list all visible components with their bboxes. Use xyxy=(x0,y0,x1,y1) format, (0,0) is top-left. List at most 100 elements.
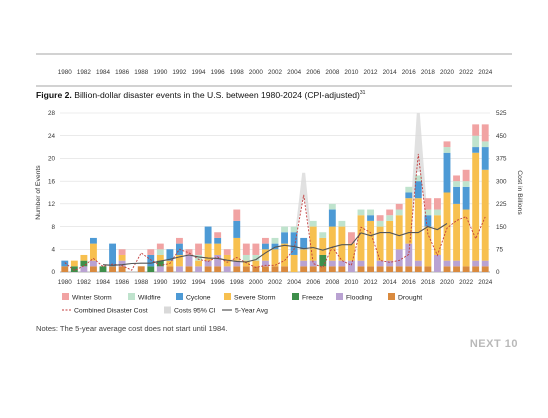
bar-segment xyxy=(376,220,384,227)
bar-segment xyxy=(156,249,164,255)
bar-segment xyxy=(242,243,250,255)
bar-segment xyxy=(109,243,116,267)
bar-segment xyxy=(434,215,441,255)
legend-label-drought: Drought xyxy=(398,295,422,302)
bar-segment xyxy=(99,266,107,272)
bar-segment xyxy=(195,254,202,261)
bar-segment xyxy=(195,243,202,255)
bar-segment xyxy=(443,266,451,272)
bar-segment xyxy=(453,175,460,182)
y-tick-label: 8 xyxy=(51,224,55,231)
bar-segment xyxy=(395,203,403,210)
bottom-year-label: 2012 xyxy=(364,279,379,286)
bar-segment xyxy=(357,215,365,261)
bar-segment xyxy=(290,232,298,255)
bottom-year-label: 2014 xyxy=(383,279,398,286)
bottom-year-label: 2010 xyxy=(344,279,359,286)
legend-label-ci: Costs 95% CI xyxy=(174,308,216,315)
bar-segment xyxy=(147,266,155,272)
bar-segment xyxy=(185,249,193,255)
bar-segment xyxy=(156,243,164,250)
bottom-year-label: 1986 xyxy=(115,279,130,286)
bar-segment xyxy=(61,260,69,267)
bar-segment xyxy=(328,226,336,261)
bar-segment xyxy=(414,198,422,261)
y-tick-label: 20 xyxy=(48,156,56,163)
bottom-year-label: 1998 xyxy=(230,279,245,286)
bar-segment xyxy=(262,243,269,250)
bar-segment xyxy=(156,254,164,261)
bar-segment xyxy=(405,192,413,199)
bar-segment xyxy=(118,254,126,261)
bar-segment xyxy=(281,226,288,233)
bar-segment xyxy=(233,266,241,272)
bar-segment xyxy=(252,260,260,267)
top-year-label: 2018 xyxy=(421,69,436,76)
bar-segment xyxy=(376,260,384,267)
figure-title: Figure 2. Billion-dollar disaster events… xyxy=(36,90,365,100)
bar-segment xyxy=(462,169,470,182)
bar-segment xyxy=(481,124,489,142)
bar-segment xyxy=(309,226,317,261)
bar-segment xyxy=(462,266,470,272)
brand-logo: NEXT 10 xyxy=(469,338,518,350)
top-year-label: 2006 xyxy=(306,69,321,76)
top-year-label: 1984 xyxy=(96,69,111,76)
bar-segment xyxy=(90,266,97,272)
bottom-year-label: 1980 xyxy=(58,279,73,286)
y-tick-label: 16 xyxy=(48,178,56,185)
bottom-year-label: 1996 xyxy=(211,279,226,286)
bar-segment xyxy=(90,260,97,267)
y-axis-title: Number of Events xyxy=(35,165,42,220)
legend-label-cyclone: Cyclone xyxy=(186,295,211,302)
y2-axis-title: Cost in Billions xyxy=(516,170,523,215)
bar-segment xyxy=(472,266,480,272)
top-year-label: 2010 xyxy=(344,69,359,76)
bar-segment xyxy=(300,249,308,261)
bar-segment xyxy=(357,209,365,216)
bar-segment xyxy=(367,220,374,267)
bar-segment xyxy=(338,260,346,267)
bar-segment xyxy=(156,260,164,267)
bar-segment xyxy=(424,266,432,272)
y2-tick-label: 150 xyxy=(496,224,507,231)
y2-tick-label: 450 xyxy=(496,133,507,140)
bar-segment xyxy=(405,198,413,244)
bar-segment xyxy=(348,232,355,244)
top-year-label: 2002 xyxy=(268,69,283,76)
bar-segment xyxy=(376,266,384,272)
top-year-label: 2016 xyxy=(402,69,417,76)
bar-segment xyxy=(185,266,193,272)
y2-tick-label: 225 xyxy=(496,201,507,208)
bar-segment xyxy=(204,226,212,244)
bar-segment xyxy=(233,260,241,267)
bar-segment xyxy=(290,254,298,272)
bar-segment xyxy=(242,254,250,261)
bar-segment xyxy=(453,203,460,261)
bar-segment xyxy=(481,141,489,148)
bar-segment xyxy=(386,220,394,261)
bar-segment xyxy=(118,260,126,267)
bar-segment xyxy=(271,266,279,272)
bar-segment xyxy=(414,181,422,199)
top-year-label: 2012 xyxy=(364,69,379,76)
bar-segment xyxy=(386,209,394,216)
bar-segment xyxy=(252,266,260,272)
bar-segment xyxy=(434,209,441,216)
bar-segment xyxy=(472,147,480,153)
bottom-year-label: 2006 xyxy=(306,279,321,286)
bar-segment xyxy=(319,237,327,255)
bar-segment xyxy=(262,260,269,267)
y-tick-label: 4 xyxy=(51,246,55,253)
bar-segment xyxy=(80,254,88,261)
bar-segment xyxy=(90,243,97,261)
bar-segment xyxy=(195,260,202,267)
bottom-year-label: 1982 xyxy=(77,279,92,286)
bar-segment xyxy=(271,243,279,250)
bar-segment xyxy=(70,266,78,272)
bottom-year-label: 1990 xyxy=(153,279,168,286)
bar-segment xyxy=(118,266,126,272)
bar-segment xyxy=(90,237,97,244)
top-year-label: 1996 xyxy=(211,69,226,76)
bar-segment xyxy=(319,254,327,267)
